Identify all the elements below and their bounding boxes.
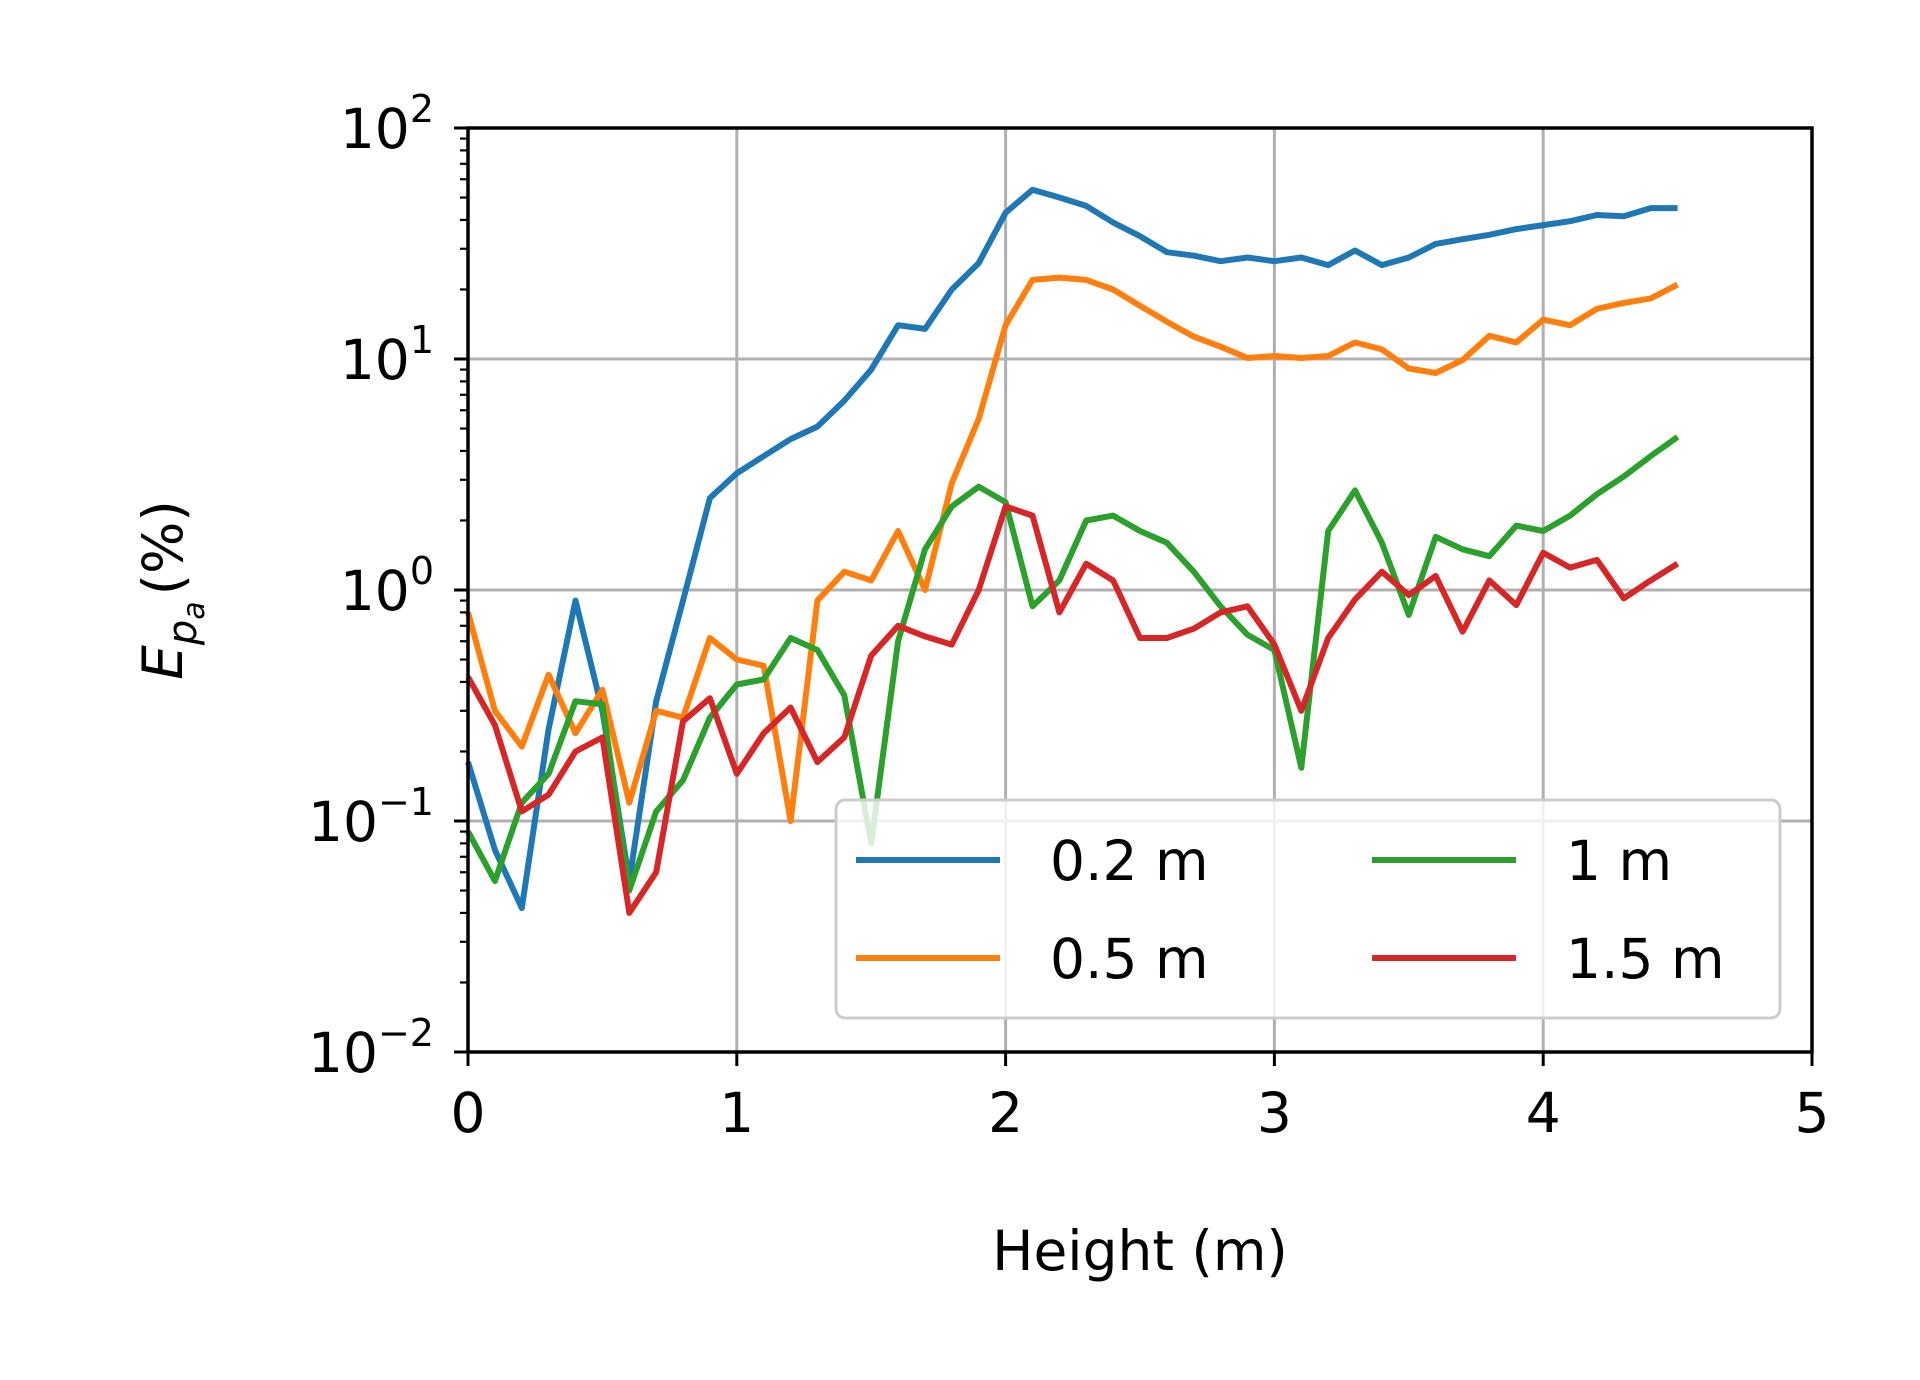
y-tick-label-base: 10 [340, 97, 410, 161]
y-tick-label-exponent: 1 [410, 318, 434, 362]
series-line-4 [465, 503, 1680, 916]
y-tick-label-exponent: −1 [378, 780, 434, 824]
legend-box [834, 798, 1782, 1020]
y-axis-label-base: E [131, 645, 195, 680]
legend-label-2: 0.5 m [1050, 927, 1209, 991]
x-tick-label: 4 [1526, 1081, 1561, 1145]
y-tick-label-base: 10 [308, 790, 378, 854]
y-tick-label-exponent: 0 [410, 549, 434, 593]
y-tick-label: 10−2 [308, 1011, 434, 1085]
y-tick-label: 101 [340, 318, 434, 392]
legend: 0.2 m 0.5 m 1 m 1.5 m [834, 798, 1782, 1020]
y-axis-label: Epa (%) [131, 500, 212, 680]
x-axis-label: Height (m) [992, 1219, 1288, 1283]
x-tick-label: 1 [719, 1081, 754, 1145]
y-tick-label-base: 10 [340, 328, 410, 392]
y-tick-label-base: 10 [308, 1021, 378, 1085]
x-tick-label: 2 [988, 1081, 1023, 1145]
series-lines [465, 186, 1680, 916]
y-tick-label: 100 [340, 549, 434, 623]
series-line-2 [465, 274, 1679, 824]
y-tick-label: 102 [340, 87, 434, 161]
y-tick-label-exponent: 2 [410, 87, 434, 131]
x-tick-label: 0 [451, 1081, 486, 1145]
y-axis-label-subsub: a [177, 601, 212, 619]
x-tick-label: 3 [1257, 1081, 1292, 1145]
y-axis-label-sub: p [160, 620, 206, 646]
y-tick-label-base: 10 [340, 559, 410, 623]
y-axis-label-unit: (%) [131, 500, 195, 595]
legend-label-1: 0.2 m [1050, 829, 1209, 893]
legend-label-3: 1 m [1566, 829, 1672, 893]
x-tick-label: 5 [1795, 1081, 1830, 1145]
series-line-1 [465, 186, 1678, 911]
y-tick-label: 10−1 [308, 780, 434, 854]
legend-label-4: 1.5 m [1566, 927, 1725, 991]
y-tick-label-exponent: −2 [378, 1011, 434, 1055]
